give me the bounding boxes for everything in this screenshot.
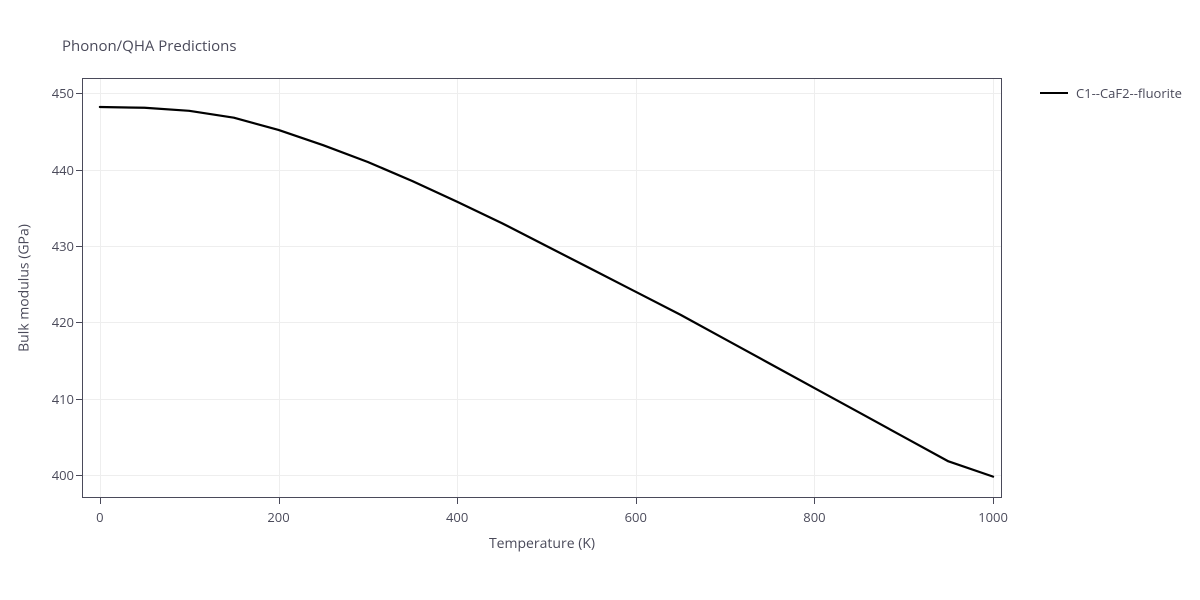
x-tick-mark bbox=[636, 498, 637, 504]
y-tick-label: 440 bbox=[46, 161, 74, 179]
y-tick-mark bbox=[76, 170, 82, 171]
y-axis-label: Bulk modulus (GPa) bbox=[15, 224, 34, 352]
y-tick-mark bbox=[76, 246, 82, 247]
y-tick-mark bbox=[76, 93, 82, 94]
y-tick-label: 420 bbox=[46, 313, 74, 331]
y-tick-label: 400 bbox=[46, 466, 74, 484]
y-tick-label: 430 bbox=[46, 237, 74, 255]
x-tick-label: 200 bbox=[267, 508, 289, 526]
x-tick-mark bbox=[993, 498, 994, 504]
y-tick-label: 450 bbox=[46, 84, 74, 102]
legend-line-icon bbox=[1040, 92, 1068, 94]
series-line bbox=[82, 78, 1002, 498]
chart-container: Phonon/QHA Predictions C1--CaF2--fluorit… bbox=[0, 0, 1200, 600]
x-tick-mark bbox=[457, 498, 458, 504]
x-tick-mark bbox=[100, 498, 101, 504]
legend: C1--CaF2--fluorite bbox=[1040, 84, 1182, 102]
x-tick-label: 0 bbox=[96, 508, 103, 526]
x-tick-label: 800 bbox=[803, 508, 825, 526]
plot-area bbox=[82, 78, 1002, 498]
legend-label: C1--CaF2--fluorite bbox=[1076, 84, 1182, 102]
chart-title: Phonon/QHA Predictions bbox=[62, 36, 237, 56]
x-axis-label: Temperature (K) bbox=[489, 534, 595, 553]
x-tick-label: 400 bbox=[446, 508, 468, 526]
y-tick-mark bbox=[76, 399, 82, 400]
x-tick-mark bbox=[279, 498, 280, 504]
x-tick-label: 1000 bbox=[978, 508, 1008, 526]
y-tick-label: 410 bbox=[46, 390, 74, 408]
y-tick-mark bbox=[76, 322, 82, 323]
x-tick-label: 600 bbox=[625, 508, 647, 526]
y-tick-mark bbox=[76, 475, 82, 476]
x-tick-mark bbox=[814, 498, 815, 504]
